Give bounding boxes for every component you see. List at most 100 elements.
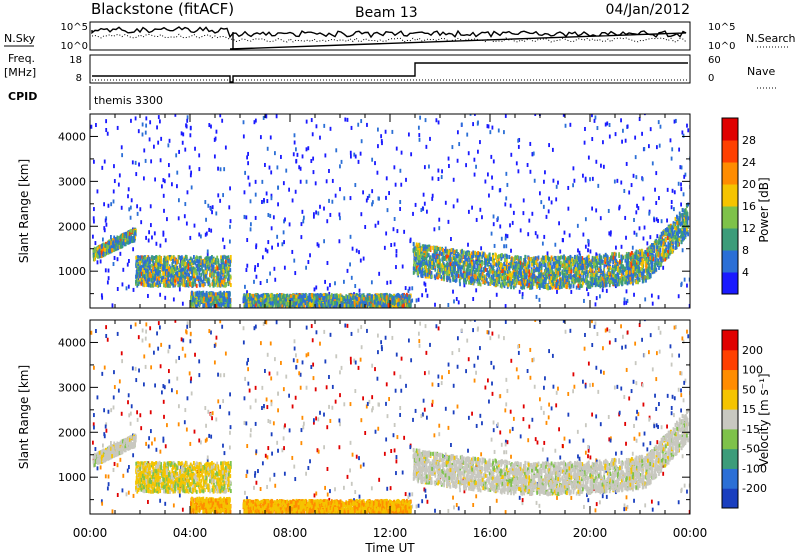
power-echo <box>280 154 282 159</box>
power-echo <box>244 284 246 289</box>
power-echo <box>168 272 171 277</box>
power-echo <box>94 248 97 253</box>
power-echo <box>227 277 230 282</box>
power-echo <box>185 255 188 260</box>
power-echo <box>447 219 450 224</box>
power-echo <box>682 133 685 138</box>
power-echo <box>199 261 202 266</box>
power-echo <box>193 255 195 260</box>
power-echo <box>192 269 195 274</box>
power-echo <box>192 261 194 266</box>
power-echo <box>153 277 156 282</box>
power-echo <box>661 236 664 241</box>
power-echo <box>330 304 333 308</box>
power-echo <box>444 200 447 205</box>
power-echo <box>163 271 165 276</box>
power-echo <box>202 281 205 286</box>
power-echo <box>247 303 250 308</box>
power-echo <box>223 278 226 283</box>
power-echo <box>341 302 344 307</box>
power-echo <box>143 258 146 263</box>
power-echo <box>392 227 395 232</box>
power-echo <box>376 170 379 175</box>
power-echo <box>179 274 181 279</box>
power-echo <box>639 267 642 272</box>
power-echo <box>355 248 358 253</box>
power-echo <box>437 176 440 181</box>
power-echo <box>492 214 495 219</box>
power-echo <box>581 283 584 288</box>
power-echo <box>150 159 153 164</box>
power-echo <box>282 300 285 305</box>
power-echo <box>190 185 193 190</box>
power-echo <box>371 202 373 207</box>
power-echo <box>141 273 144 278</box>
power-echo <box>571 262 574 267</box>
freq-tick-top: 18 <box>69 55 82 66</box>
power-echo <box>208 266 211 271</box>
power-echo <box>123 242 126 247</box>
power-echo <box>267 240 270 245</box>
power-echo <box>208 227 211 232</box>
power-echo <box>338 212 341 217</box>
power-echo <box>309 253 311 258</box>
power-echo <box>350 125 353 130</box>
power-echo <box>222 261 225 266</box>
power-echo <box>551 147 554 152</box>
power-echo <box>618 204 621 209</box>
power-echo <box>184 202 187 207</box>
power-echo <box>242 120 245 125</box>
power-echo <box>213 303 216 308</box>
power-echo <box>339 187 341 192</box>
power-echo <box>153 273 156 278</box>
power-echo <box>136 258 139 263</box>
power-echo <box>279 301 282 306</box>
power-echo <box>570 289 573 294</box>
power-echo <box>408 296 410 301</box>
power-echo <box>366 122 368 127</box>
power-echo <box>149 271 152 276</box>
power-echo <box>666 218 668 223</box>
power-echo <box>126 236 128 241</box>
power-echo <box>561 255 564 260</box>
power-echo <box>654 187 656 192</box>
power-echo <box>135 274 137 279</box>
power-echo <box>595 208 598 213</box>
power-echo <box>163 208 165 213</box>
power-echo <box>306 296 308 301</box>
power-echo <box>144 130 147 135</box>
power-echo <box>221 262 224 267</box>
power-echo <box>399 296 402 301</box>
power-echo <box>427 244 430 249</box>
power-echo <box>680 281 683 286</box>
power-echo <box>344 301 347 306</box>
power-echo <box>148 277 151 282</box>
power-echo <box>313 296 316 301</box>
power-echo <box>291 198 294 203</box>
power-echo <box>153 144 155 149</box>
power-echo <box>167 143 170 148</box>
power-echo <box>213 296 216 301</box>
power-echo <box>488 258 490 263</box>
power-echo <box>346 117 349 122</box>
power-echo <box>202 271 205 276</box>
power-echo <box>519 228 522 233</box>
power-echo <box>315 298 318 303</box>
power-echo <box>275 294 278 299</box>
power-echo <box>167 277 170 282</box>
power-echo <box>649 235 652 240</box>
power-echo <box>270 196 273 201</box>
power-echo <box>577 248 579 253</box>
power-echo <box>388 191 390 196</box>
power-echo <box>170 278 173 283</box>
power-echo <box>623 188 626 193</box>
power-echo <box>261 301 264 306</box>
power-echo <box>105 127 108 132</box>
power-echo <box>431 176 434 181</box>
power-echo <box>125 286 128 291</box>
power-echo <box>210 291 212 296</box>
power-echo <box>144 158 147 163</box>
power-echo <box>210 302 212 307</box>
power-echo <box>359 258 362 263</box>
power-echo <box>296 293 299 298</box>
